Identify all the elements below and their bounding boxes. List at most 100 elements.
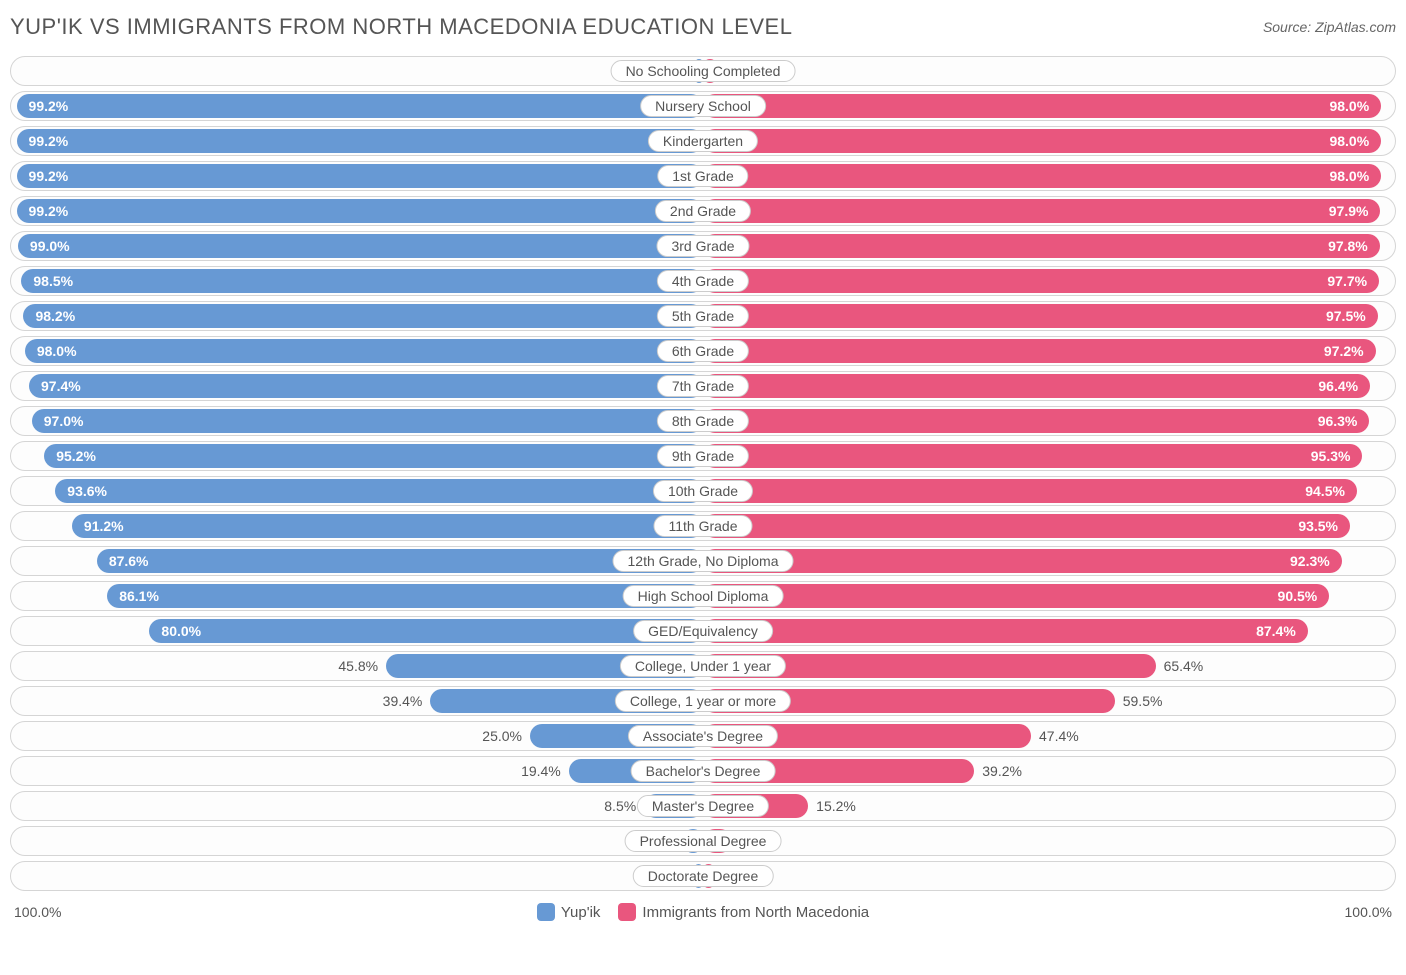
chart-row: 19.4% 39.2% Bachelor's Degree — [10, 756, 1396, 786]
bar-left: 80.0% — [149, 619, 703, 643]
bar-left-value: 98.2% — [23, 308, 75, 324]
bar-right-value: 95.3% — [1311, 448, 1363, 464]
chart-row: 2.9%4.2%Professional Degree — [10, 826, 1396, 856]
bar-left: 97.0% — [32, 409, 703, 433]
bar-right-value: 87.4% — [1256, 623, 1308, 639]
chart-footer: 100.0% Yup'ik Immigrants from North Mace… — [10, 899, 1396, 925]
source-label: Source: — [1263, 19, 1311, 35]
bar-left-value: 99.0% — [18, 238, 70, 254]
chart-row: 97.4% 96.4% 7th Grade — [10, 371, 1396, 401]
bar-left: 98.2% — [23, 304, 703, 328]
bar-right-value: 94.5% — [1305, 483, 1357, 499]
chart-row: 99.2%98.0%Kindergarten — [10, 126, 1396, 156]
bar-right: 97.7% — [703, 269, 1379, 293]
bar-right-value: 93.5% — [1298, 518, 1350, 534]
category-label: No Schooling Completed — [611, 60, 796, 82]
category-label: 9th Grade — [657, 445, 749, 467]
diverging-bar-chart: 1.2%2.0%No Schooling Completed99.2%98.0%… — [10, 56, 1396, 891]
category-label: High School Diploma — [623, 585, 784, 607]
category-label: College, Under 1 year — [620, 655, 786, 677]
bar-left-value: 97.0% — [32, 413, 84, 429]
bar-right: 93.5% — [703, 514, 1350, 538]
chart-row: 98.0%97.2%6th Grade — [10, 336, 1396, 366]
bar-right-value: 96.4% — [1318, 378, 1370, 394]
axis-max-right: 100.0% — [1345, 904, 1392, 920]
bar-left: 93.6% — [55, 479, 703, 503]
bar-right-value: 65.4% — [1164, 658, 1204, 674]
bar-right-value: 98.0% — [1329, 168, 1381, 184]
bar-left: 98.5% — [21, 269, 703, 293]
bar-left-value: 98.5% — [21, 273, 73, 289]
chart-row: 95.2% 95.3% 9th Grade — [10, 441, 1396, 471]
category-label: 4th Grade — [657, 270, 749, 292]
category-label: 3rd Grade — [656, 235, 749, 257]
bar-right-value: 97.9% — [1329, 203, 1381, 219]
chart-row: 80.0% 87.4% GED/Equivalency — [10, 616, 1396, 646]
chart-row: 45.8%65.4%College, Under 1 year — [10, 651, 1396, 681]
bar-right-value: 15.2% — [816, 798, 856, 814]
bar-left: 95.2% — [44, 444, 703, 468]
bar-left-value: 25.0% — [482, 728, 522, 744]
category-label: College, 1 year or more — [615, 690, 791, 712]
category-label: 5th Grade — [657, 305, 749, 327]
category-label: Professional Degree — [625, 830, 782, 852]
chart-row: 1.2%2.0%No Schooling Completed — [10, 56, 1396, 86]
chart-container: YUP'IK VS IMMIGRANTS FROM NORTH MACEDONI… — [10, 10, 1396, 925]
chart-row: 1.3%1.6%Doctorate Degree — [10, 861, 1396, 891]
category-label: GED/Equivalency — [633, 620, 773, 642]
bar-right: 97.2% — [703, 339, 1376, 363]
bar-right-value: 97.7% — [1327, 273, 1379, 289]
bar-right: 94.5% — [703, 479, 1357, 503]
category-label: 6th Grade — [657, 340, 749, 362]
chart-row: 8.5%15.2%Master's Degree — [10, 791, 1396, 821]
category-label: 1st Grade — [657, 165, 748, 187]
chart-title: YUP'IK VS IMMIGRANTS FROM NORTH MACEDONI… — [10, 14, 792, 40]
bar-right-value: 97.2% — [1324, 343, 1376, 359]
bar-right-value: 98.0% — [1329, 133, 1381, 149]
bar-right: 97.8% — [703, 234, 1380, 258]
bar-left: 99.2% — [17, 164, 703, 188]
bar-right-value: 47.4% — [1039, 728, 1079, 744]
category-label: 8th Grade — [657, 410, 749, 432]
bar-right-value: 97.8% — [1328, 238, 1380, 254]
category-label: Nursery School — [640, 95, 766, 117]
bar-left-value: 39.4% — [383, 693, 423, 709]
bar-left: 99.2% — [17, 94, 703, 118]
bar-left-value: 99.2% — [17, 133, 69, 149]
category-label: 7th Grade — [657, 375, 749, 397]
category-label: 10th Grade — [653, 480, 753, 502]
bar-right-value: 39.2% — [982, 763, 1022, 779]
bar-left: 97.4% — [29, 374, 703, 398]
chart-row: 99.2%97.9%2nd Grade — [10, 196, 1396, 226]
legend-swatch-right — [618, 903, 636, 921]
category-label: Associate's Degree — [628, 725, 778, 747]
chart-row: 99.2% 98.0% 1st Grade — [10, 161, 1396, 191]
chart-row: 25.0% 47.4% Associate's Degree — [10, 721, 1396, 751]
bar-right-value: 90.5% — [1278, 588, 1330, 604]
legend: Yup'ik Immigrants from North Macedonia — [537, 903, 869, 921]
bar-right: 90.5% — [703, 584, 1329, 608]
bar-left-value: 19.4% — [521, 763, 561, 779]
chart-row: 98.2% 97.5%5th Grade — [10, 301, 1396, 331]
bar-left-value: 91.2% — [72, 518, 124, 534]
bar-left: 99.0% — [18, 234, 703, 258]
bar-right: 97.5% — [703, 304, 1378, 328]
category-label: Bachelor's Degree — [631, 760, 776, 782]
legend-swatch-left — [537, 903, 555, 921]
bar-right-value: 59.5% — [1123, 693, 1163, 709]
chart-row: 86.1% 90.5% High School Diploma — [10, 581, 1396, 611]
legend-label-left: Yup'ik — [561, 904, 601, 921]
category-label: 2nd Grade — [655, 200, 751, 222]
bar-left-value: 86.1% — [107, 588, 159, 604]
bar-right: 92.3% — [703, 549, 1342, 573]
bar-left-value: 99.2% — [17, 168, 69, 184]
bar-left: 86.1% — [107, 584, 703, 608]
bar-right: 98.0% — [703, 94, 1381, 118]
category-label: 12th Grade, No Diploma — [613, 550, 794, 572]
legend-item-left: Yup'ik — [537, 903, 601, 921]
bar-right: 95.3% — [703, 444, 1362, 468]
category-label: 11th Grade — [653, 515, 752, 537]
bar-left-value: 87.6% — [97, 553, 149, 569]
category-label: Master's Degree — [637, 795, 769, 817]
bar-left-value: 80.0% — [149, 623, 201, 639]
